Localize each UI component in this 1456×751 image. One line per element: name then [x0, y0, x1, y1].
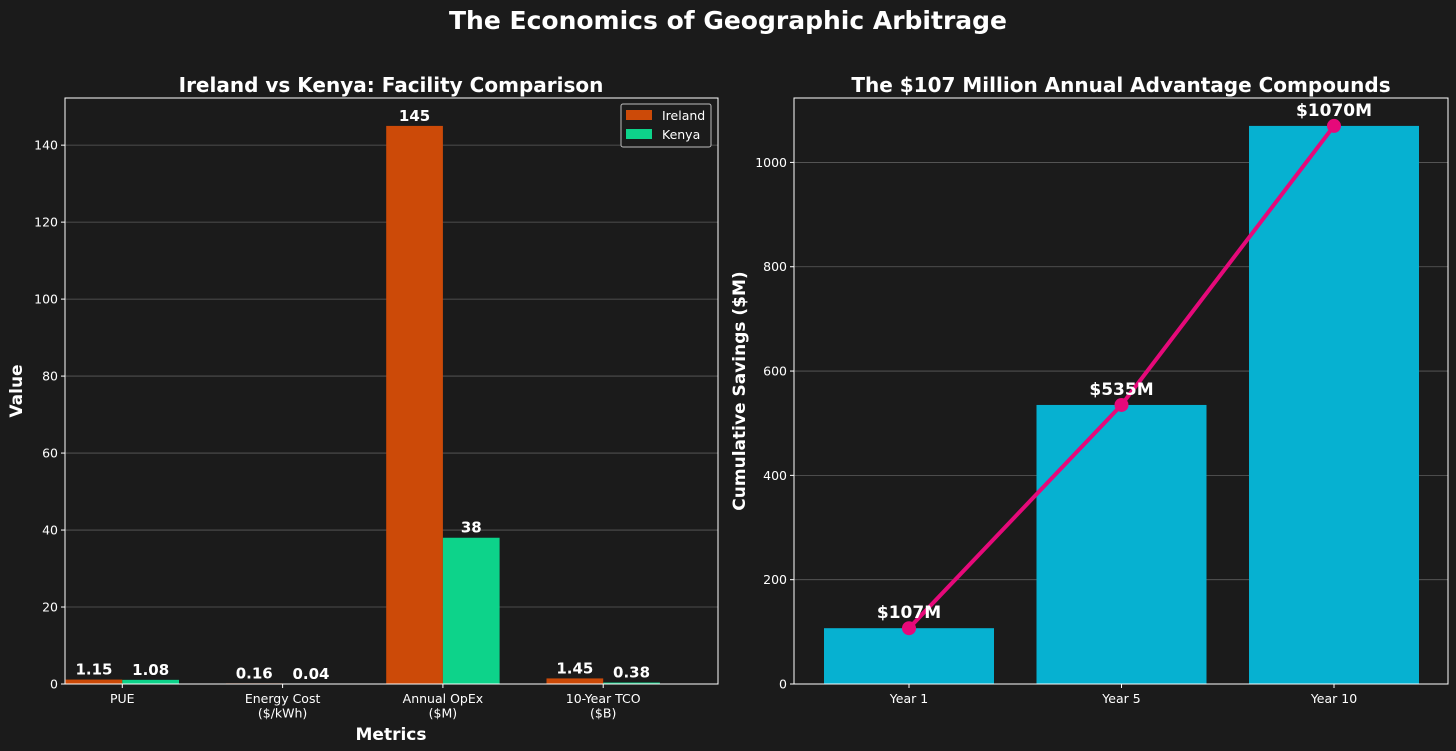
y-tick-label: 60 — [42, 446, 58, 461]
savings-trend-line — [902, 118, 1341, 636]
comparison-chart: Ireland vs Kenya: Facility Comparison 0 2… — [7, 73, 719, 745]
data-label-ireland-energy-cost: 0.16 — [236, 664, 273, 682]
savings-bar-year-10 — [1249, 125, 1419, 684]
comparison-x-ticks: PUE Energy Cost($/kWh) Annual OpEx($M) 10-Y… — [110, 684, 641, 721]
savings-plot-frame — [793, 97, 1449, 685]
y-tick-label: 120 — [34, 215, 58, 230]
y-tick-label: 400 — [763, 468, 787, 483]
savings-point-year-5 — [1114, 397, 1129, 412]
savings-y-axis-label: Cumulative Savings ($M) — [730, 271, 750, 510]
y-tick-label: 20 — [42, 600, 58, 615]
comparison-data-labels: 1.15 0.16 145 1.45 1.08 0.04 38 0.38 — [75, 107, 650, 683]
data-label-ireland-10-year-tco: 1.45 — [556, 659, 593, 677]
comparison-bars — [65, 125, 660, 684]
y-tick-label: 1000 — [755, 155, 787, 170]
bar-ireland-pue — [65, 679, 123, 684]
x-tick-label-year-5: Year 5 — [1101, 691, 1140, 706]
savings-label-year-5: $535M — [1089, 380, 1153, 400]
x-tick-label-10-year-tco: ($B) — [590, 706, 616, 721]
comparison-y-axis-label: Value — [7, 364, 27, 417]
data-label-ireland-pue: 1.15 — [75, 661, 112, 679]
y-tick-label: 600 — [763, 364, 787, 379]
legend-label-kenya: Kenya — [662, 127, 700, 142]
x-tick-label-energy-cost: ($/kWh) — [258, 706, 307, 721]
comparison-legend: Ireland Kenya — [620, 103, 712, 148]
savings-y-ticks: 0 200 400 600 800 1000 — [755, 155, 794, 692]
x-tick-label-10-year-tco: 10-Year TCO — [566, 691, 641, 706]
savings-data-labels: $107M $535M $1070M — [877, 101, 1372, 623]
y-tick-label: 0 — [779, 677, 787, 692]
data-label-kenya-energy-cost: 0.04 — [292, 665, 329, 683]
legend-label-ireland: Ireland — [662, 108, 705, 123]
y-tick-label: 80 — [42, 369, 58, 384]
y-tick-label: 0 — [50, 677, 58, 692]
x-tick-label-annual-opex: ($M) — [429, 706, 458, 721]
savings-point-year-10 — [1327, 118, 1341, 133]
y-tick-label: 200 — [763, 572, 787, 587]
bar-ireland-10-year-tco — [546, 678, 604, 684]
savings-chart: The $107 Million Annual Advantage Compou… — [730, 73, 1449, 706]
savings-label-year-1: $107M — [877, 603, 941, 623]
bar-kenya-10-year-tco — [603, 682, 660, 684]
comparison-x-axis-label: Metrics — [356, 725, 427, 745]
savings-bar-year-5 — [1036, 404, 1207, 684]
y-tick-label: 800 — [763, 259, 787, 274]
x-tick-label-year-10: Year 10 — [1310, 691, 1357, 706]
savings-chart-title: The $107 Million Annual Advantage Compou… — [851, 73, 1390, 97]
bar-kenya-pue — [122, 679, 179, 684]
data-label-kenya-pue: 1.08 — [132, 661, 169, 679]
savings-bar-year-1 — [824, 628, 994, 684]
savings-point-year-1 — [902, 621, 916, 636]
figure-title: The Economics of Geographic Arbitrage — [449, 6, 1007, 35]
comparison-y-ticks: 0 20 40 60 80 100 120 140 — [34, 138, 65, 692]
savings-bars — [824, 125, 1419, 684]
x-tick-label-annual-opex: Annual OpEx — [403, 691, 484, 706]
legend-swatch-ireland — [626, 110, 652, 120]
data-label-ireland-annual-opex: 145 — [399, 107, 430, 125]
legend-swatch-kenya — [626, 129, 652, 139]
bar-kenya-annual-opex — [442, 537, 500, 684]
y-tick-label: 100 — [34, 292, 58, 307]
x-tick-label-energy-cost: Energy Cost — [245, 691, 321, 706]
comparison-plot-frame — [64, 97, 719, 685]
y-tick-label: 140 — [34, 138, 58, 153]
data-label-kenya-annual-opex: 38 — [461, 519, 482, 537]
x-tick-label-pue: PUE — [110, 691, 135, 706]
savings-x-ticks: Year 1 Year 5 Year 10 — [889, 684, 1357, 706]
y-tick-label: 40 — [42, 523, 58, 538]
comparison-chart-title: Ireland vs Kenya: Facility Comparison — [179, 73, 604, 97]
data-label-kenya-10-year-tco: 0.38 — [613, 664, 650, 682]
bar-ireland-annual-opex — [386, 125, 443, 684]
x-tick-label-year-1: Year 1 — [889, 691, 928, 706]
savings-label-year-10: $1070M — [1296, 101, 1372, 121]
